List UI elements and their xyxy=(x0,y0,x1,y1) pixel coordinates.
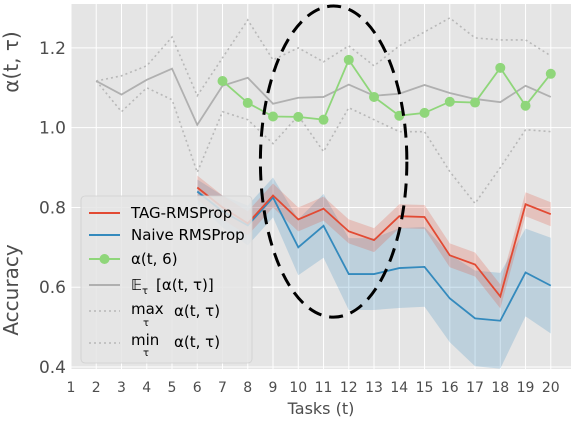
legend-label-mean-symbol: 𝔼 xyxy=(131,276,142,294)
x-tick-label-20: 20 xyxy=(542,380,560,396)
alpha6-point-20 xyxy=(545,68,556,79)
x-tick-label-2: 2 xyxy=(92,380,101,396)
y-axis-title-top: α(t, τ) xyxy=(0,31,23,92)
alpha6-point-19 xyxy=(520,100,531,111)
x-tick-label-10: 10 xyxy=(289,380,307,396)
legend-marker-alpha6 xyxy=(99,254,110,264)
y-tick-label-0.4: 0.4 xyxy=(39,358,66,378)
legend-label-max-sub: τ xyxy=(143,318,149,329)
alpha6-point-10 xyxy=(293,111,304,122)
alpha6-point-8 xyxy=(242,97,253,108)
alpha6-point-9 xyxy=(268,111,279,122)
legend-label-mean-rest: [α(t, τ)] xyxy=(156,276,214,294)
x-tick-label-1: 1 xyxy=(67,380,76,396)
legend-label-min-word: min xyxy=(131,331,159,349)
x-tick-label-16: 16 xyxy=(441,380,459,396)
y-tick-label-1.0: 1.0 xyxy=(39,119,66,139)
legend-label-tag: TAG-RMSProp xyxy=(130,204,232,222)
alpha6-point-13 xyxy=(369,91,380,102)
series-line-tag xyxy=(196,186,552,299)
y-tick-labels: 0.4 0.6 0.8 1.0 1.2 xyxy=(39,39,66,378)
x-tick-label-19: 19 xyxy=(517,380,535,396)
band-naive xyxy=(197,177,551,369)
legend-label-naive: Naive RMSProp xyxy=(131,226,245,244)
series-line-naive xyxy=(196,190,552,322)
x-tick-label-18: 18 xyxy=(491,380,509,396)
legend-label-max-word: max xyxy=(131,300,164,318)
x-tick-label-11: 11 xyxy=(315,380,333,396)
legend-label-alpha6: α(t, 6) xyxy=(131,250,178,268)
series-line-max xyxy=(96,17,552,98)
x-axis-title: Tasks (t) xyxy=(287,399,355,418)
alpha6-point-17 xyxy=(470,97,481,108)
x-tick-label-8: 8 xyxy=(243,380,252,396)
y-tick-label-0.6: 0.6 xyxy=(39,278,66,298)
x-tick-label-4: 4 xyxy=(142,380,151,396)
x-tick-label-13: 13 xyxy=(365,380,383,396)
legend: TAG-RMSProp Naive RMSProp α(t, 6) 𝔼 τ [α… xyxy=(80,195,253,364)
legend-label-mean-sub: τ xyxy=(142,286,148,297)
x-tick-labels: 1 2 3 4 5 6 7 8 9 10 11 12 13 14 15 16 17 18 19 20 xyxy=(67,380,560,396)
legend-label-min-rest: α(t, τ) xyxy=(174,333,220,351)
x-tick-label-7: 7 xyxy=(218,380,227,396)
x-tick-label-17: 17 xyxy=(466,380,484,396)
x-tick-label-9: 9 xyxy=(269,380,278,396)
dashed-ellipse-highlight xyxy=(258,4,409,319)
alpha6-point-18 xyxy=(495,62,506,73)
grid xyxy=(70,4,571,369)
x-tick-label-5: 5 xyxy=(168,380,177,396)
legend-label-max-rest: α(t, τ) xyxy=(174,302,220,320)
y-tick-label-1.2: 1.2 xyxy=(39,39,66,59)
alpha6-point-16 xyxy=(444,96,455,107)
y-axis-title-bottom: Accuracy xyxy=(0,244,23,335)
annotation xyxy=(258,4,409,319)
y-tick-label-0.8: 0.8 xyxy=(39,198,66,218)
x-tick-label-3: 3 xyxy=(117,380,126,396)
confidence-bands xyxy=(197,175,551,369)
alpha6-point-11 xyxy=(318,114,329,125)
alpha6-point-7 xyxy=(217,75,228,86)
alpha6-point-12 xyxy=(343,54,354,65)
legend-box xyxy=(80,195,253,364)
x-tick-label-15: 15 xyxy=(416,380,434,396)
x-tick-label-14: 14 xyxy=(390,380,408,396)
legend-label-min-sub: τ xyxy=(143,348,149,359)
x-tick-label-6: 6 xyxy=(193,380,202,396)
band-tag xyxy=(197,175,551,309)
x-tick-label-12: 12 xyxy=(340,380,358,396)
alpha6-point-15 xyxy=(419,107,430,118)
